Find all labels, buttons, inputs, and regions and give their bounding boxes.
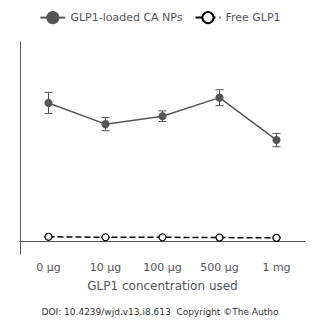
svg-text:GLP1-loaded CA NPs: GLP1-loaded CA NPs [70, 11, 182, 24]
svg-text:GLP1 concentration used: GLP1 concentration used [87, 279, 237, 293]
svg-text:Free GLP1: Free GLP1 [225, 11, 280, 24]
svg-text:10 μg: 10 μg [90, 261, 121, 274]
svg-text:1 mg: 1 mg [262, 261, 290, 274]
svg-text:0 μg: 0 μg [36, 261, 60, 274]
svg-text:100 μg: 100 μg [143, 261, 181, 274]
svg-text:DOI: 10.4239/wjd.v13.i8.613 C: DOI: 10.4239/wjd.v13.i8.613 Copyright ©T… [42, 307, 279, 317]
svg-text:500 μg: 500 μg [200, 261, 238, 274]
